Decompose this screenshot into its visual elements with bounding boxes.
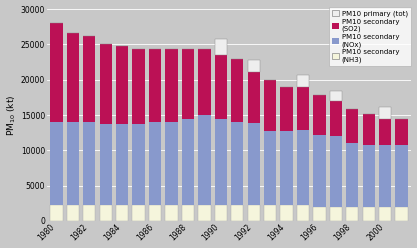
Bar [50,122,63,205]
Bar [182,119,194,205]
Bar [231,205,244,221]
Bar [198,205,211,221]
Bar [330,101,342,136]
Bar [280,130,293,205]
Bar [395,145,408,207]
Bar [379,107,391,119]
Bar [362,207,375,221]
Bar [67,205,79,221]
Bar [83,122,95,205]
Bar [346,143,359,207]
Bar [379,119,391,145]
Bar [50,23,63,122]
Bar [149,49,161,122]
Bar [198,49,211,115]
Bar [67,122,79,205]
Bar [215,119,227,205]
Bar [346,109,359,143]
Bar [313,135,326,207]
Bar [264,130,276,205]
Bar [379,145,391,207]
Bar [248,123,260,205]
Bar [379,207,391,221]
Bar [248,72,260,123]
Legend: PM10 primary (tot), PM10 secondary
(SO2), PM10 secondary
(NOx), PM10 secondary
(: PM10 primary (tot), PM10 secondary (SO2)… [329,7,412,66]
Bar [215,39,227,55]
Bar [182,49,194,119]
Bar [231,59,244,122]
Bar [100,124,112,205]
Bar [149,122,161,205]
Bar [297,75,309,88]
Bar [280,87,293,130]
Bar [116,124,128,205]
Bar [297,205,309,221]
Bar [313,207,326,221]
Bar [165,205,178,221]
Bar [198,115,211,205]
Bar [395,207,408,221]
Bar [83,36,95,122]
Y-axis label: PM$_{10}$ (kt): PM$_{10}$ (kt) [5,94,18,136]
Bar [133,49,145,124]
Bar [50,205,63,221]
Bar [133,205,145,221]
Bar [362,114,375,145]
Bar [116,46,128,124]
Bar [330,136,342,207]
Bar [297,130,309,205]
Bar [116,205,128,221]
Bar [330,207,342,221]
Bar [280,205,293,221]
Bar [100,205,112,221]
Bar [215,205,227,221]
Bar [248,60,260,72]
Bar [231,122,244,205]
Bar [165,122,178,205]
Bar [67,33,79,122]
Bar [330,91,342,101]
Bar [133,124,145,205]
Bar [215,55,227,119]
Bar [313,95,326,135]
Bar [100,44,112,124]
Bar [346,207,359,221]
Bar [182,205,194,221]
Bar [248,205,260,221]
Bar [362,145,375,207]
Bar [395,119,408,145]
Bar [83,205,95,221]
Bar [297,88,309,130]
Bar [149,205,161,221]
Bar [264,205,276,221]
Bar [264,80,276,130]
Bar [165,49,178,122]
